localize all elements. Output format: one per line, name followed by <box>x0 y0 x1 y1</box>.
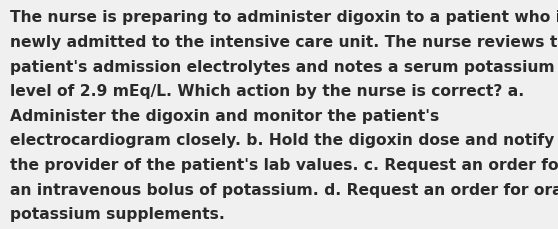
Text: Administer the digoxin and monitor the patient's: Administer the digoxin and monitor the p… <box>10 108 439 123</box>
Text: the provider of the patient's lab values. c. Request an order for: the provider of the patient's lab values… <box>10 157 558 172</box>
Text: patient's admission electrolytes and notes a serum potassium: patient's admission electrolytes and not… <box>10 59 555 74</box>
Text: an intravenous bolus of potassium. d. Request an order for oral: an intravenous bolus of potassium. d. Re… <box>10 182 558 197</box>
Text: The nurse is preparing to administer digoxin to a patient who is: The nurse is preparing to administer dig… <box>10 10 558 25</box>
Text: potassium supplements.: potassium supplements. <box>10 206 225 221</box>
Text: newly admitted to the intensive care unit. The nurse reviews the: newly admitted to the intensive care uni… <box>10 35 558 50</box>
Text: level of 2.9 mEq/L. Which action by the nurse is correct? a.: level of 2.9 mEq/L. Which action by the … <box>10 84 525 99</box>
Text: electrocardiogram closely. b. Hold the digoxin dose and notify: electrocardiogram closely. b. Hold the d… <box>10 133 555 148</box>
